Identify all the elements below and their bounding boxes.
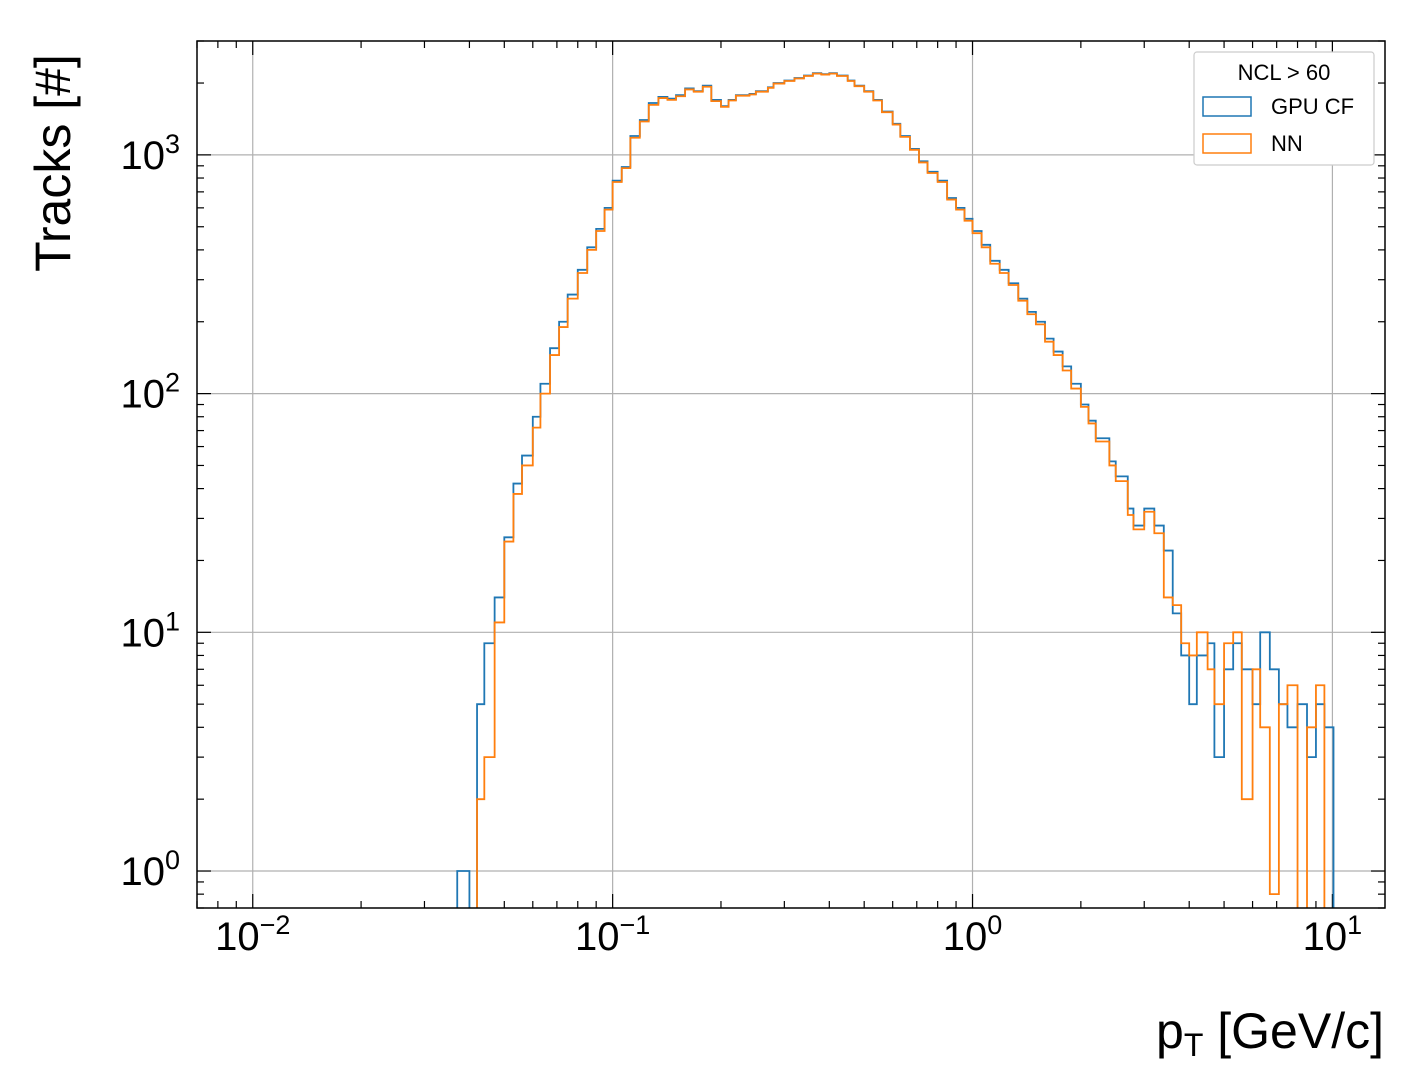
x-tick-label-exponent: 0 [987,910,1002,940]
x-tick-label-base: 10 [215,915,260,959]
y-tick-label-exponent: 2 [165,368,180,398]
x-tick-label-exponent: −2 [260,910,291,940]
series-layer [456,72,1335,908]
x-tick-label: 10−1 [575,910,650,959]
x-tick-label: 101 [1303,910,1363,959]
legend-swatch-nn [1202,133,1252,154]
x-tick-label-base: 10 [575,915,620,959]
y-tick-label: 100 [120,845,180,894]
y-tick-label: 103 [120,129,180,178]
legend: NCL > 60 GPU CF NN [1193,51,1375,166]
x-tick-label-base: 10 [1303,915,1348,959]
x-tick-labels: 10−2 10−1 100 101 [215,910,1362,959]
legend-swatch-gpu-cf [1202,96,1252,117]
y-tick-label: 102 [120,368,180,417]
minor-ticks [196,40,1385,909]
x-tick-label-base: 10 [943,915,988,959]
y-tick-label-base: 10 [120,134,165,178]
y-tick-label-base: 10 [120,850,165,894]
series-line-nn [476,72,1326,908]
x-tick-label-exponent: −1 [619,910,650,940]
legend-box [1193,51,1375,166]
y-tick-label-base: 10 [120,611,165,655]
x-tick-label: 10−2 [215,910,290,959]
legend-label-nn: NN [1271,131,1303,156]
x-axis-title-unit: [GeV/c] [1203,1003,1384,1059]
x-axis-title-main: p [1156,1003,1184,1059]
x-axis-title-subscript: T [1184,1027,1204,1063]
plot-background [197,41,1385,908]
y-tick-label-exponent: 1 [165,606,180,636]
legend-label-gpu-cf: GPU CF [1271,94,1354,119]
y-tick-label-exponent: 0 [165,845,180,875]
y-axis-title: Tracks [#] [25,54,81,272]
y-tick-label: 101 [120,606,180,655]
y-tick-label-exponent: 3 [165,129,180,159]
legend-title: NCL > 60 [1238,60,1331,85]
plot-frame [196,40,1386,909]
x-axis-title: pT [GeV/c] [1156,1003,1384,1063]
x-tick-label-exponent: 1 [1347,910,1362,940]
x-tick-label: 100 [943,910,1003,959]
y-tick-label-base: 10 [120,373,165,417]
